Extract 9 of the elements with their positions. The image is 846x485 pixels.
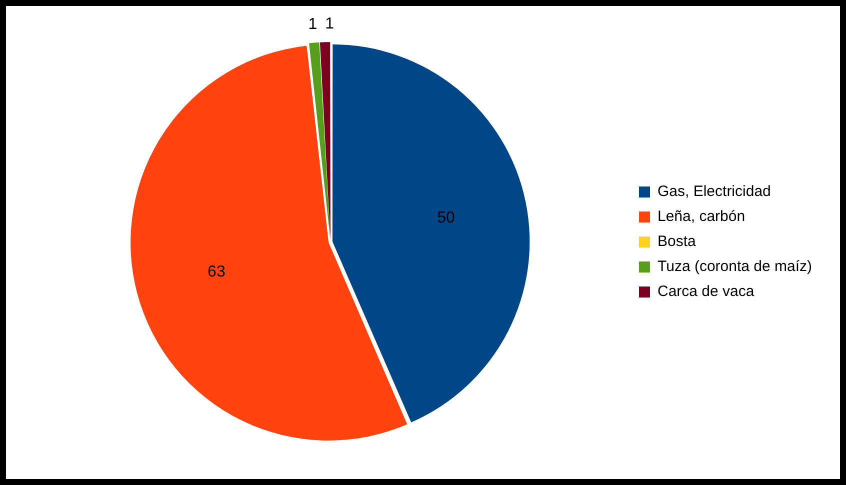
- legend-label: Leña, carbón: [657, 208, 746, 226]
- data-label: 1: [308, 16, 318, 34]
- legend-label: Gas, Electricidad: [657, 183, 771, 200]
- legend-label: Bosta: [657, 233, 697, 250]
- data-label: 63: [208, 264, 226, 281]
- data-label: 1: [325, 15, 334, 32]
- legend-label: Tuza (coronta de maíz): [657, 258, 812, 276]
- legend-label: Carca de vaca: [657, 283, 755, 300]
- data-label: 50: [437, 209, 456, 226]
